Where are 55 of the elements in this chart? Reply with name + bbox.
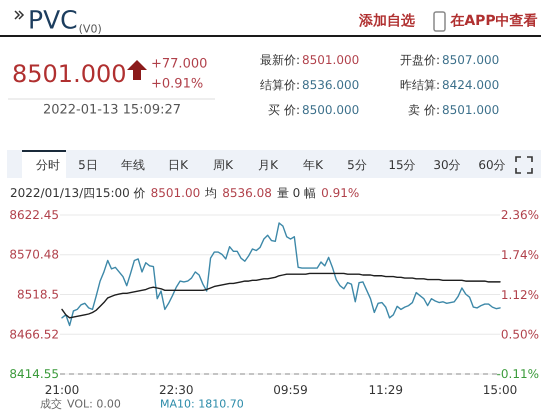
text: 30分 [433,158,461,172]
text: 日K [168,158,190,172]
text: 卖 价: [408,103,440,117]
y-tick-label: 8518.5 [17,288,59,302]
text: 8536.08 [222,186,272,200]
text: 买 价: [268,103,300,117]
text: MA10: 1810.70 [160,398,244,410]
text: 60分 [478,158,506,172]
text: VOL: 0.00 [67,398,121,410]
chart-title: PVC [28,6,78,34]
text: 年K [303,158,324,172]
text: 月K [258,158,280,172]
y2-tick-label: 1.12% [500,288,539,302]
text: 昨结算: [400,78,440,92]
text: 8536.000 [302,78,360,92]
y2-tick-label: 0.50% [500,328,539,342]
x-tick-label: 15:00 [482,383,518,397]
text: 8424.000 [442,78,500,92]
y2-tick-label: 1.74% [500,248,539,262]
x-tick-label: 21:00 [44,383,80,397]
text: 8501.000 [302,53,360,67]
text: 5日 [78,158,98,172]
text: 最新价: [260,53,300,67]
text: 5分 [347,158,367,172]
text: 2022-01-13 15:09:27 [42,102,182,118]
x-tick-label: 22:30 [158,383,194,397]
text: 添加自选 [358,13,415,29]
y-tick-label: 8570.48 [9,248,59,262]
x-tick-label: 11:29 [368,383,404,397]
y2-tick-label: -0.11% [496,367,539,381]
text: 8507.000 [442,53,500,67]
text: 开盘价: [400,53,440,67]
text: 8500.000 [302,103,360,117]
text: 0.91% [321,186,360,200]
y-tick-label: 8466.52 [9,327,59,342]
y-tick-label: 8622.45 [9,208,59,222]
text: +0.91% [151,76,204,92]
y2-tick-label: 2.36% [500,208,539,222]
text: 2022/01/13/四15:00 价 [10,186,146,200]
text: 8501.00 [150,186,200,200]
text: 15分 [388,158,416,172]
text: 周K [213,158,234,172]
text: 在APP中查看 [449,12,538,29]
x-tick-label: 09:59 [273,383,308,397]
text: 量 0 幅 [276,186,316,200]
text: 8501.000 [12,60,127,88]
text: 年线 [121,158,145,172]
chart-subtitle: (V0) [78,22,102,36]
text: 8501.000 [442,103,500,117]
y-tick-label: 8414.55 [9,367,59,381]
text: 结算价: [260,78,300,92]
text: +77.000 [151,56,208,72]
text: 成交 [40,398,62,410]
text: 均 [204,186,218,200]
text: 分时 [36,158,60,172]
